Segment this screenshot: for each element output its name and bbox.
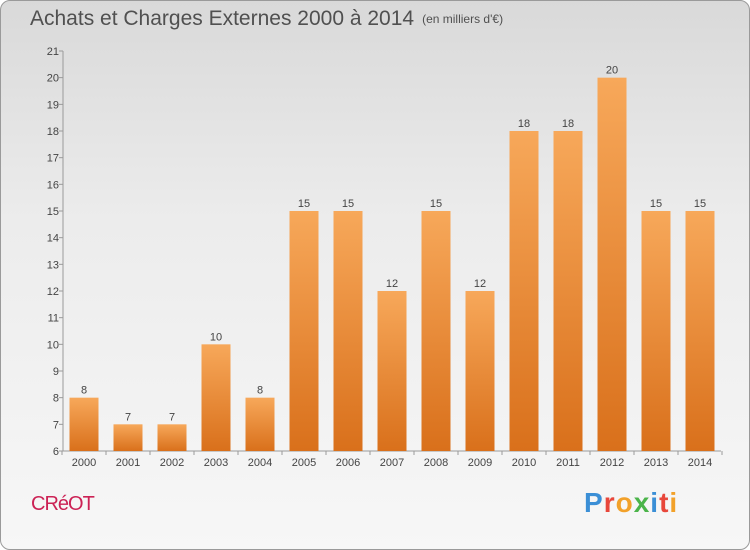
bar	[157, 424, 187, 451]
bar	[421, 211, 451, 451]
bar-value-label: 15	[430, 198, 442, 210]
logo-letter: t	[659, 487, 670, 518]
commune-name: CRéOT	[31, 493, 95, 515]
bar	[245, 397, 275, 451]
x-tick-label: 2000	[72, 457, 96, 469]
y-tick-label: 17	[47, 153, 59, 165]
bar-value-label: 8	[81, 385, 87, 397]
bar-value-label: 15	[298, 198, 310, 210]
x-tick-label: 2005	[292, 457, 316, 469]
bar-value-label: 10	[210, 331, 222, 343]
bar-value-label: 15	[694, 198, 706, 210]
bar	[113, 424, 143, 451]
bar	[553, 131, 583, 451]
bar	[289, 211, 319, 451]
y-tick-label: 10	[47, 339, 59, 351]
x-tick-label: 2004	[248, 457, 272, 469]
y-tick-label: 18	[47, 126, 59, 138]
plot-area: 6 7 8 9 10 11 12 13 14 15 16 17 18 19 20 21 8 2000 7 2001 7 2…	[47, 46, 723, 469]
bar-value-label: 18	[562, 118, 574, 130]
y-tick-label: 19	[47, 99, 59, 111]
bar-value-label: 7	[125, 411, 131, 423]
bar-value-label: 20	[606, 65, 618, 77]
x-tick-label: 2012	[600, 457, 624, 469]
y-tick-label: 11	[48, 313, 59, 325]
bar	[69, 397, 99, 451]
unit-label: (en milliers d'€)	[422, 12, 504, 26]
bar-value-label: 15	[342, 198, 354, 210]
bar	[201, 344, 231, 451]
x-tick-label: 2008	[424, 457, 448, 469]
y-tick-label: 20	[47, 73, 59, 85]
y-tick-label: 13	[47, 259, 59, 271]
bar	[377, 291, 407, 451]
logo-letter: i	[650, 487, 660, 518]
y-tick-label: 12	[47, 286, 59, 298]
bar	[597, 77, 627, 452]
y-tick-label: 14	[47, 233, 59, 245]
logo-letter: P	[584, 487, 604, 518]
x-tick-label: 2010	[512, 457, 536, 469]
y-tick-label: 15	[47, 206, 59, 218]
bar	[685, 211, 715, 451]
x-tick-label: 2002	[160, 457, 184, 469]
x-tick-label: 2013	[644, 457, 668, 469]
logo-letter: x	[633, 487, 651, 518]
x-tick-label: 2011	[556, 457, 580, 469]
y-tick-label: 21	[47, 46, 59, 58]
bar-value-label: 7	[169, 411, 175, 423]
x-tick-label: 2001	[116, 457, 140, 469]
y-tick-label: 6	[53, 446, 59, 458]
bar-value-label: 12	[386, 278, 398, 290]
x-tick-label: 2007	[380, 457, 404, 469]
x-tick-label: 2014	[688, 457, 712, 469]
y-tick-label: 8	[53, 393, 59, 405]
logo-letter: i	[669, 487, 679, 518]
proxiti-logo: Proxiti	[584, 487, 678, 519]
bar	[509, 131, 539, 451]
logo-letter: r	[603, 487, 616, 518]
bar	[465, 291, 495, 451]
y-tick-label: 9	[53, 366, 59, 378]
y-tick-label: 7	[53, 419, 59, 431]
bar-value-label: 18	[518, 118, 530, 130]
x-tick-label: 2003	[204, 457, 228, 469]
title-text: Achats et Charges Externes 2000 à 2014	[30, 7, 415, 30]
x-tick-label: 2006	[336, 457, 360, 469]
bar	[333, 211, 363, 451]
bar-value-label: 12	[474, 278, 486, 290]
bar-value-label: 15	[650, 198, 662, 210]
bar	[641, 211, 671, 451]
logo-letter: o	[615, 487, 634, 518]
chart-title: Achats et Charges Externes 2000 à 2014 (e…	[30, 7, 503, 31]
y-tick-label: 16	[47, 179, 59, 191]
x-tick-label: 2009	[468, 457, 492, 469]
bar-value-label: 8	[257, 385, 263, 397]
